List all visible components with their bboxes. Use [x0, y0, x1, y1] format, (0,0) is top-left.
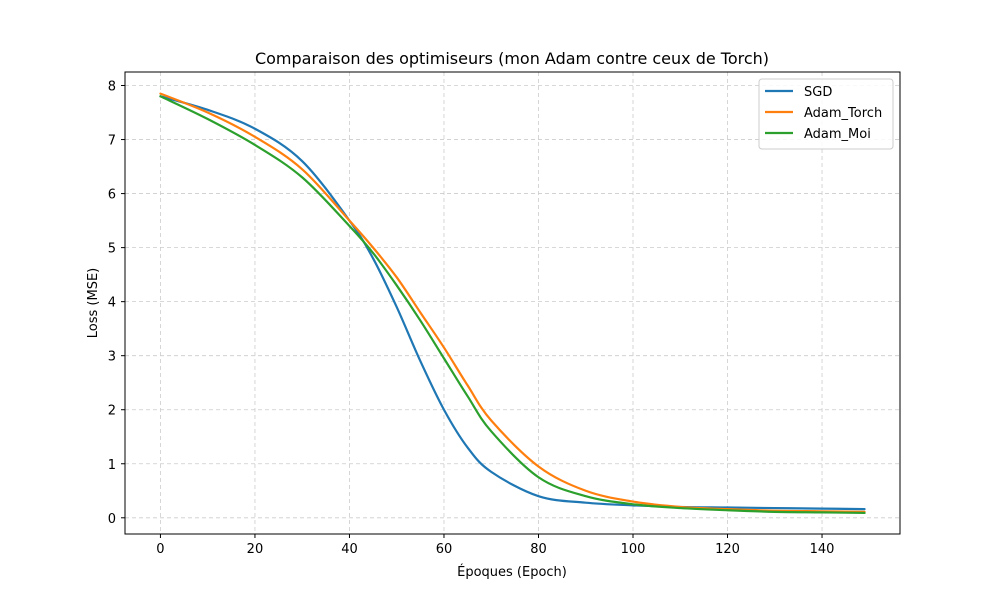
plot-frame [124, 71, 901, 535]
legend-box [758, 78, 894, 150]
x-tick-label: 20 [247, 542, 264, 557]
y-tick-label: 4 [108, 296, 116, 311]
y-tick-label: 3 [108, 350, 116, 365]
series-line-adam-moi [159, 95, 866, 515]
y-tick-label: 6 [108, 188, 116, 203]
y-tick-label: 8 [108, 80, 116, 95]
series-line-adam-torch [159, 92, 866, 513]
x-tick-label: 100 [621, 542, 646, 557]
y-tick-label: 5 [108, 242, 116, 257]
y-axis-label: Loss (MSE) [86, 268, 101, 338]
x-tick-label: 80 [530, 542, 547, 557]
series-layer [159, 92, 866, 515]
x-tick-label: 120 [715, 542, 740, 557]
x-tick-label: 40 [341, 542, 358, 557]
x-axis-label: Époques (Epoch) [457, 564, 567, 580]
legend-label-adam-moi: Adam_Moi [804, 127, 871, 142]
grid-layer [125, 72, 900, 534]
tick-layer: 0 20 40 60 80 100 120 140 0 1 2 3 4 5 6 7 8 [108, 80, 835, 557]
legend-label-adam-torch: Adam_Torch [804, 106, 882, 121]
y-tick-label: 2 [108, 404, 116, 419]
series-line-sgd [159, 95, 866, 511]
y-tick-label: 7 [108, 134, 116, 149]
y-tick-label: 1 [108, 458, 116, 473]
x-tick-label: 0 [156, 542, 164, 557]
legend: SGD Adam_Torch Adam_Moi [758, 78, 894, 150]
legend-label-sgd: SGD [804, 85, 832, 100]
chart-title: Comparaison des optimiseurs (mon Adam co… [255, 49, 769, 68]
x-tick-label: 140 [810, 542, 835, 557]
x-tick-label: 60 [436, 542, 453, 557]
y-tick-label: 0 [108, 512, 116, 527]
